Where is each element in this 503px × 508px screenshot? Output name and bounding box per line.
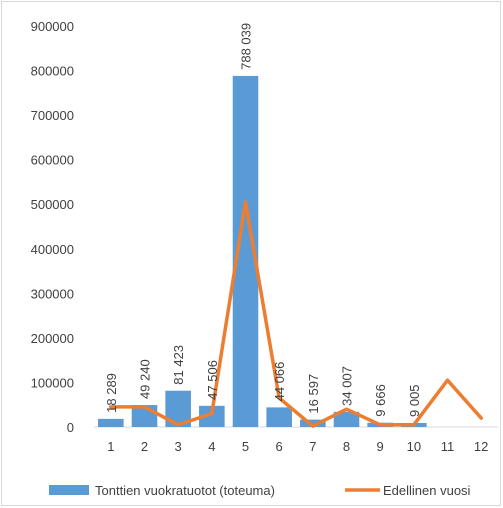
y-tick-label: 700000 bbox=[31, 108, 74, 123]
data-label: 9 005 bbox=[407, 384, 422, 417]
data-label: 81 423 bbox=[171, 345, 186, 385]
legend-label-line: Edellinen vuosi bbox=[383, 483, 471, 498]
data-label: 9 666 bbox=[373, 384, 388, 417]
y-tick-label: 400000 bbox=[31, 242, 74, 257]
y-tick-label: 900000 bbox=[31, 19, 74, 34]
x-tick-label: 5 bbox=[242, 439, 249, 454]
line-series bbox=[109, 200, 483, 428]
x-axis-ticks: 1 2 3 4 5 6 7 8 9 10 11 12 bbox=[107, 439, 488, 454]
data-label: 34 007 bbox=[340, 366, 355, 406]
y-tick-label: 0 bbox=[67, 420, 74, 435]
x-tick-label: 7 bbox=[309, 439, 316, 454]
bar bbox=[300, 419, 326, 427]
x-tick-label: 4 bbox=[208, 439, 215, 454]
bar bbox=[98, 418, 124, 427]
x-tick-label: 2 bbox=[141, 439, 148, 454]
data-label: 44 066 bbox=[272, 362, 287, 402]
data-label: 49 240 bbox=[138, 359, 153, 399]
data-label: 18 289 bbox=[104, 373, 119, 413]
x-tick-label: 11 bbox=[441, 439, 455, 454]
y-tick-label: 100000 bbox=[31, 375, 74, 390]
y-tick-label: 300000 bbox=[31, 286, 74, 301]
y-tick-label: 800000 bbox=[31, 64, 74, 79]
y-tick-label: 600000 bbox=[31, 153, 74, 168]
bar bbox=[333, 411, 360, 427]
y-axis-ticks: 0 100000 200000 300000 400000 500000 600000 700… bbox=[31, 19, 74, 435]
legend-label-bar: Tonttien vuokratuotot (toteuma) bbox=[95, 483, 275, 498]
y-tick-label: 500000 bbox=[31, 197, 74, 212]
x-tick-label: 1 bbox=[107, 439, 114, 454]
data-label: 788 039 bbox=[239, 23, 254, 70]
x-tick-label: 6 bbox=[276, 439, 283, 454]
y-tick-label: 200000 bbox=[31, 331, 74, 346]
x-tick-label: 8 bbox=[343, 439, 350, 454]
data-label: 47 506 bbox=[205, 360, 220, 400]
data-labels: 18 289 49 240 81 423 47 506 788 039 44 066 16 … bbox=[104, 23, 422, 417]
bar bbox=[199, 405, 225, 427]
line-edellinen-vuosi bbox=[109, 200, 483, 428]
bar bbox=[266, 407, 292, 427]
x-tick-label: 3 bbox=[175, 439, 182, 454]
data-label: 16 597 bbox=[306, 374, 321, 414]
x-tick-label: 10 bbox=[407, 439, 421, 454]
x-tick-label: 9 bbox=[377, 439, 384, 454]
legend: Tonttien vuokratuotot (toteuma) Edellinen… bbox=[49, 483, 471, 498]
x-tick-label: 12 bbox=[474, 439, 488, 454]
legend-swatch-bar bbox=[49, 485, 89, 495]
